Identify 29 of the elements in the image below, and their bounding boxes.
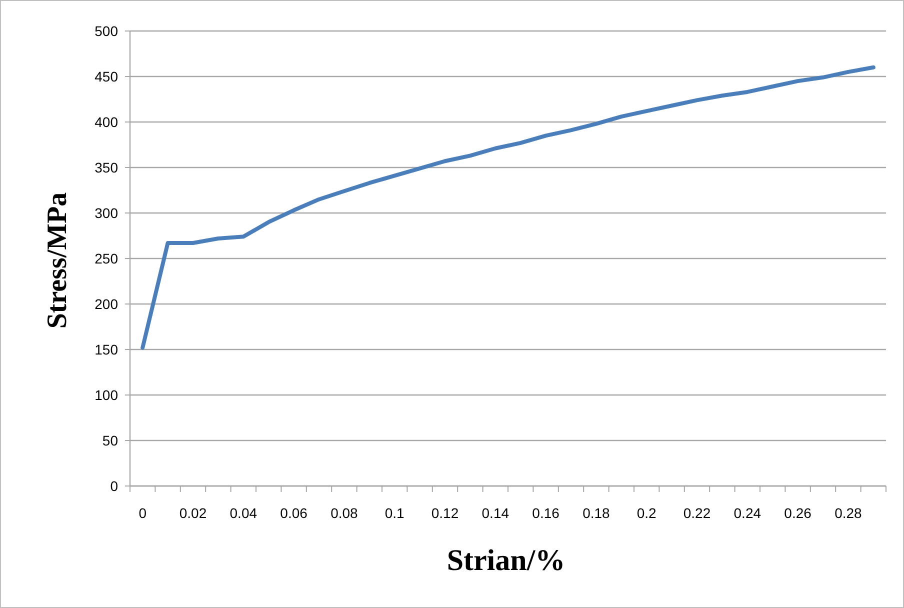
x-axis-title: Strian/%	[446, 544, 566, 577]
line-series	[140, 65, 876, 350]
y-axis-title: Stress/MPa	[42, 192, 73, 329]
y-tick-label: 150	[94, 341, 118, 358]
x-tick-label: 0.24	[734, 505, 762, 521]
x-tick-label: 0.1	[384, 505, 405, 521]
y-tick-label: 500	[94, 22, 118, 39]
x-tick-label: 0.02	[179, 505, 207, 521]
y-tick-label: 0	[110, 478, 118, 494]
x-tick-label: 0.06	[280, 505, 308, 521]
x-tick-label: 0.18	[582, 505, 610, 521]
y-tick-label: 350	[94, 159, 118, 176]
x-tick-label: 0.16	[532, 505, 560, 521]
y-tick-label: 100	[94, 386, 118, 403]
y-tick-label: 400	[94, 114, 118, 130]
x-tick-label: 0.12	[431, 505, 459, 521]
x-tick-label: 0.04	[230, 505, 258, 521]
x-tick-label: 0.2	[636, 505, 657, 521]
y-tick-label: 250	[94, 250, 118, 266]
x-tick-label: 0.08	[330, 505, 358, 521]
x-tick-label: 0.22	[683, 505, 711, 521]
y-tick-label: 200	[94, 296, 118, 312]
x-tick-label: 0.28	[834, 505, 862, 521]
x-tick-label: 0.26	[784, 505, 812, 521]
y-tick-label: 50	[102, 432, 118, 448]
x-tick-label: 0	[138, 505, 147, 521]
x-tick-label: 0.14	[482, 505, 510, 521]
y-tick-label: 300	[94, 204, 118, 221]
y-tick-label: 450	[94, 68, 118, 84]
